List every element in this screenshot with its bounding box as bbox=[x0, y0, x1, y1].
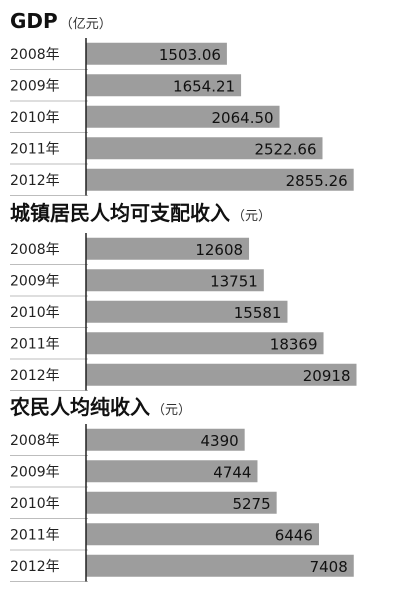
category-label: 2008年 bbox=[10, 47, 60, 63]
chart-title-main: 农民人均纯收入 bbox=[9, 395, 150, 419]
category-label: 2010年 bbox=[10, 305, 60, 321]
bar bbox=[86, 491, 277, 514]
bar bbox=[86, 300, 288, 323]
chart-title-unit: （元） bbox=[232, 209, 271, 224]
value-label: 13751 bbox=[210, 272, 258, 290]
chart-title-unit: （元） bbox=[152, 403, 191, 418]
value-label: 5275 bbox=[232, 495, 270, 513]
category-label: 2011年 bbox=[10, 141, 60, 157]
value-label: 18369 bbox=[270, 335, 318, 353]
value-label: 15581 bbox=[234, 304, 282, 322]
bar bbox=[86, 42, 227, 65]
value-label: 1654.21 bbox=[173, 77, 235, 95]
value-label: 12608 bbox=[195, 241, 243, 259]
chart-title-main: GDP bbox=[10, 9, 58, 33]
category-label: 2010年 bbox=[10, 110, 60, 126]
value-label: 4390 bbox=[200, 432, 238, 450]
category-label: 2008年 bbox=[10, 433, 60, 449]
chart-title-2: 城镇居民人均可支配收入 （元） bbox=[10, 201, 271, 225]
category-label: 2011年 bbox=[10, 336, 60, 352]
category-label: 2009年 bbox=[10, 464, 60, 480]
bar bbox=[86, 332, 324, 355]
value-label: 2064.50 bbox=[212, 109, 274, 127]
value-label: 4744 bbox=[213, 463, 251, 481]
bar bbox=[86, 168, 354, 191]
category-label: 2012年 bbox=[10, 559, 60, 575]
value-label: 6446 bbox=[275, 526, 313, 544]
chart-panel-3: 农民人均纯收入 （元） 2008年 4390 2009年 4744 2010年 5275 201… bbox=[9, 395, 354, 582]
category-label: 2008年 bbox=[10, 242, 60, 258]
category-label: 2011年 bbox=[10, 527, 60, 543]
chart-title-1: GDP （亿元） bbox=[10, 9, 112, 33]
chart-title-unit: （亿元） bbox=[60, 17, 112, 32]
chart-panel-2: 城镇居民人均可支配收入 （元） 2008年 12608 2009年 13751 2010年 1… bbox=[10, 201, 357, 391]
bar bbox=[86, 137, 323, 160]
chart-title-main: 城镇居民人均可支配收入 bbox=[10, 201, 230, 225]
category-label: 2010年 bbox=[10, 496, 60, 512]
bar bbox=[86, 428, 245, 451]
chart-title-3: 农民人均纯收入 （元） bbox=[9, 395, 191, 419]
bar bbox=[86, 363, 357, 386]
bar bbox=[86, 554, 354, 577]
value-label: 2855.26 bbox=[286, 172, 348, 190]
bar bbox=[86, 460, 258, 483]
category-label: 2009年 bbox=[10, 78, 60, 94]
category-label: 2012年 bbox=[10, 368, 60, 384]
bar bbox=[86, 237, 250, 260]
bar bbox=[86, 105, 280, 128]
value-label: 1503.06 bbox=[159, 46, 221, 64]
value-label: 20918 bbox=[303, 367, 351, 385]
bar bbox=[86, 74, 242, 97]
category-label: 2009年 bbox=[10, 273, 60, 289]
value-label: 7408 bbox=[310, 558, 348, 576]
bar bbox=[86, 269, 264, 292]
category-label: 2012年 bbox=[10, 173, 60, 189]
value-label: 2522.66 bbox=[254, 140, 316, 158]
bar bbox=[86, 523, 319, 546]
